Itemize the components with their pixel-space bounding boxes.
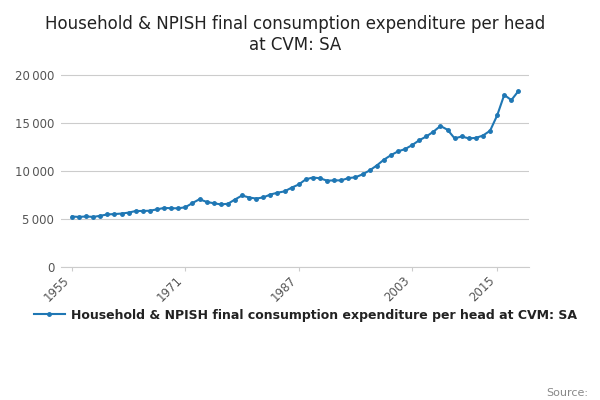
Household & NPISH final consumption expenditure per head at CVM: SA: (2e+03, 9.64e+03): SA: (2e+03, 9.64e+03) [359, 172, 366, 177]
Household & NPISH final consumption expenditure per head at CVM: SA: (1.96e+03, 5.81e+03): SA: (1.96e+03, 5.81e+03) [132, 208, 139, 213]
Household & NPISH final consumption expenditure per head at CVM: SA: (1.99e+03, 8.98e+03): SA: (1.99e+03, 8.98e+03) [323, 178, 331, 183]
Household & NPISH final consumption expenditure per head at CVM: SA: (1.96e+03, 5.23e+03): SA: (1.96e+03, 5.23e+03) [68, 214, 76, 219]
Legend: Household & NPISH final consumption expenditure per head at CVM: SA: Household & NPISH final consumption expe… [29, 304, 582, 326]
Text: Source:: Source: [546, 388, 588, 398]
Household & NPISH final consumption expenditure per head at CVM: SA: (1.98e+03, 7.23e+03): SA: (1.98e+03, 7.23e+03) [260, 195, 267, 200]
Household & NPISH final consumption expenditure per head at CVM: SA: (2.02e+03, 1.84e+04): SA: (2.02e+03, 1.84e+04) [515, 89, 522, 94]
Household & NPISH final consumption expenditure per head at CVM: SA: (1.96e+03, 5.19e+03): SA: (1.96e+03, 5.19e+03) [76, 214, 83, 219]
Line: Household & NPISH final consumption expenditure per head at CVM: SA: Household & NPISH final consumption expe… [70, 89, 520, 219]
Household & NPISH final consumption expenditure per head at CVM: SA: (2e+03, 1e+04): SA: (2e+03, 1e+04) [366, 168, 373, 173]
Household & NPISH final consumption expenditure per head at CVM: SA: (1.99e+03, 8.58e+03): SA: (1.99e+03, 8.58e+03) [295, 182, 302, 187]
Title: Household & NPISH final consumption expenditure per head
at CVM: SA: Household & NPISH final consumption expe… [45, 15, 545, 54]
